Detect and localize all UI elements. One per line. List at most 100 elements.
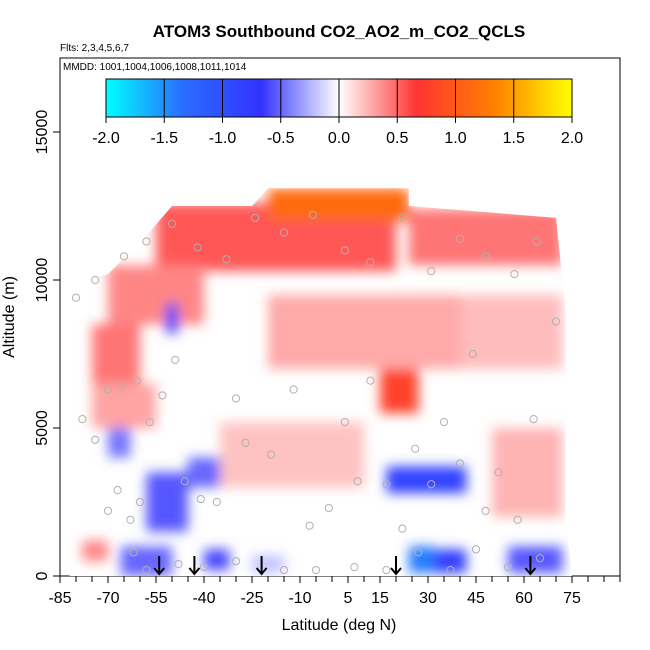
sample-point	[71, 293, 81, 302]
sample-point	[167, 219, 177, 228]
sample-point	[251, 213, 260, 222]
colorbar-tick-label: -1.0	[209, 130, 237, 147]
heatmap-patch	[92, 383, 156, 428]
x-axis: -85 -70 -55 -40 -25 -10 5 15 30 45 60 75	[48, 576, 621, 607]
sample-point	[91, 435, 100, 444]
heatmap-patch	[165, 303, 179, 334]
sample-point	[231, 557, 241, 566]
sample-point	[340, 417, 349, 427]
flight-arrow-head	[524, 567, 537, 576]
sample-point	[305, 521, 314, 530]
x-tick-label: -25	[240, 590, 263, 607]
x-tick-label: 75	[563, 590, 581, 607]
heatmap-patch	[380, 368, 419, 414]
x-tick-label: -55	[144, 590, 167, 607]
sample-point	[180, 477, 189, 486]
sample-point	[503, 563, 513, 572]
heatmap-patch	[204, 549, 230, 571]
x-tick-label: -40	[192, 590, 215, 607]
colorbar-tick-label: 1.0	[444, 130, 466, 147]
sample-point	[446, 565, 455, 575]
sample-point	[193, 243, 202, 252]
heatmap-patch	[434, 549, 467, 574]
sample-point	[103, 385, 113, 394]
colorbar-tick-label: -0.5	[267, 130, 295, 147]
colorbar-tick-label: -2.0	[92, 130, 120, 147]
sample-point	[222, 255, 231, 264]
sample-point	[551, 317, 561, 326]
sample-point	[353, 477, 362, 486]
sample-point	[91, 275, 100, 285]
x-tick-label: 30	[419, 590, 437, 607]
sample-point	[481, 506, 490, 515]
x-tick-label: 15	[371, 590, 389, 607]
sample-point	[171, 355, 180, 365]
sample-point	[455, 459, 465, 468]
sample-point	[510, 269, 519, 279]
sample-point	[103, 506, 113, 515]
heatmap-patch	[146, 472, 188, 532]
colorbar: -2.0 -1.5 -1.0 -0.5 0.0 0.5 1.0 1.5 2.0	[92, 78, 583, 147]
sample-point	[142, 237, 151, 246]
flight-arrow-head	[153, 567, 165, 576]
x-tick-label: -70	[96, 590, 119, 607]
heatmap-patch	[220, 422, 364, 488]
colorbar-ticks: -2.0 -1.5 -1.0 -0.5 0.0 0.5 1.0 1.5 2.0	[92, 79, 583, 147]
heatmap-patch	[408, 208, 563, 266]
sample-point	[398, 213, 407, 222]
y-tick-label: 0	[34, 571, 51, 580]
x-tick-label: 45	[467, 590, 485, 607]
sample-point	[212, 497, 221, 507]
sample-point	[382, 480, 391, 489]
sample-point	[481, 252, 490, 261]
sample-point	[311, 565, 321, 575]
sample-point	[455, 234, 465, 243]
sample-point	[145, 417, 154, 427]
sample-point	[279, 228, 289, 237]
sample-point	[158, 391, 167, 400]
heatmap-patch	[92, 324, 140, 384]
sample-point	[279, 565, 289, 575]
colorbar-tick-label: 1.5	[503, 130, 525, 147]
heatmap-patch	[82, 540, 108, 562]
sample-point	[468, 349, 477, 359]
heatmap-patch	[120, 546, 172, 576]
sample-point	[267, 450, 276, 459]
sample-point	[126, 515, 135, 524]
sample-point	[119, 252, 129, 261]
sample-point	[532, 237, 541, 246]
sample-point	[350, 563, 359, 572]
sample-point	[113, 486, 122, 495]
sample-point	[78, 415, 87, 424]
sample-point	[382, 565, 391, 575]
chart-subtitle-dates: MMDD: 1001,1004,1006,1008,1011,1014	[63, 62, 247, 73]
sample-point	[366, 376, 375, 385]
colorbar-tick-label: 2.0	[561, 130, 583, 147]
sample-point	[366, 258, 375, 267]
heatmap-patch	[108, 428, 131, 458]
heatmap-patch	[188, 457, 220, 488]
heatmap-clipped	[63, 188, 572, 576]
heatmap-patch	[268, 294, 460, 369]
colorbar-tick-label: -1.5	[150, 130, 178, 147]
flight-arrow-head	[188, 567, 201, 576]
colorbar-tick-label: 0.0	[328, 130, 350, 147]
sample-point	[427, 480, 436, 489]
sample-point	[199, 563, 209, 572]
colorbar-tick-label: 0.5	[386, 130, 408, 147]
flight-arrow-head	[390, 567, 402, 576]
x-tick-label: -85	[48, 590, 71, 607]
sample-point	[132, 376, 141, 385]
sample-point	[529, 415, 538, 424]
sample-point	[241, 438, 250, 447]
sample-point	[340, 246, 349, 255]
sample-point	[142, 565, 151, 575]
heatmap-patch	[386, 466, 467, 494]
sample-point	[535, 554, 545, 563]
sample-point	[439, 417, 449, 427]
chart-subtitle-flights: Flts: 2,3,4,5,6,7	[60, 43, 129, 54]
chart-title: ATOM3 Southbound CO2_AO2_m_CO2_QCLS	[153, 22, 525, 41]
sample-point	[196, 494, 205, 504]
sample-point	[135, 497, 145, 507]
